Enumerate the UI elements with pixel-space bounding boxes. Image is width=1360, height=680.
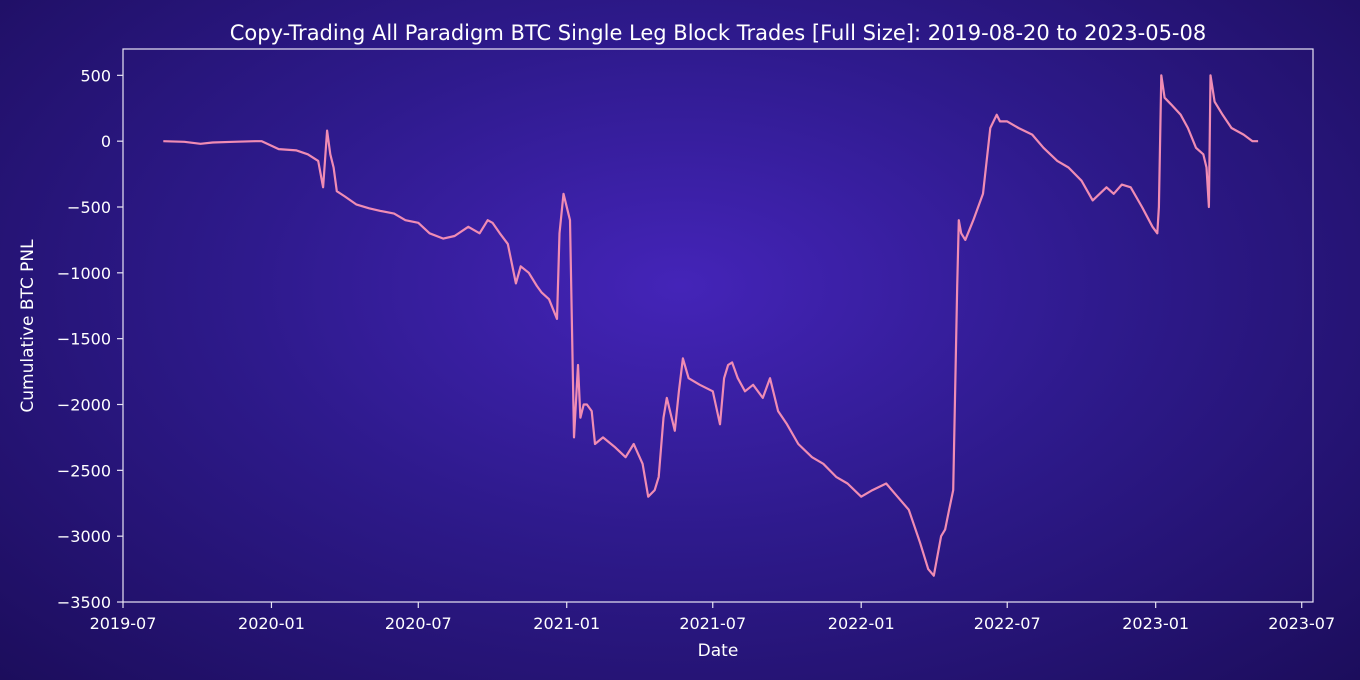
- x-tick-label: 2022-07: [974, 614, 1041, 633]
- x-tick-label: 2020-07: [385, 614, 452, 633]
- x-tick-label: 2021-01: [533, 614, 600, 633]
- y-tick-label: −3000: [57, 527, 111, 546]
- x-axis-ticks: 2019-07 2020-01 2020-07 2021-01 2021-07 2022-…: [90, 602, 1335, 633]
- y-axis-ticks: −3500 −3000 −2500 −2000 −1500 −1000 −500 0 500: [57, 66, 123, 612]
- x-tick-label: 2023-01: [1122, 614, 1189, 633]
- x-tick-label: 2019-07: [90, 614, 157, 633]
- plot-frame: [122, 48, 1314, 603]
- x-tick-label: 2023-07: [1268, 614, 1335, 633]
- chart-title: Copy-Trading All Paradigm BTC Single Leg…: [230, 21, 1206, 45]
- y-tick-label: −500: [67, 198, 111, 217]
- y-tick-label: 0: [101, 132, 111, 151]
- y-tick-label: −1000: [57, 264, 111, 283]
- x-tick-label: 2021-07: [679, 614, 746, 633]
- y-tick-label: 500: [80, 66, 111, 85]
- y-tick-label: −2000: [57, 396, 111, 415]
- x-tick-label: 2022-01: [828, 614, 895, 633]
- y-axis-title: Cumulative BTC PNL: [18, 239, 38, 413]
- y-tick-label: −2500: [57, 461, 111, 480]
- x-axis-title: Date: [698, 641, 739, 661]
- x-tick-label: 2020-01: [238, 614, 305, 633]
- series-line: [163, 74, 1259, 577]
- y-tick-label: −3500: [57, 593, 111, 612]
- y-tick-label: −1500: [57, 330, 111, 349]
